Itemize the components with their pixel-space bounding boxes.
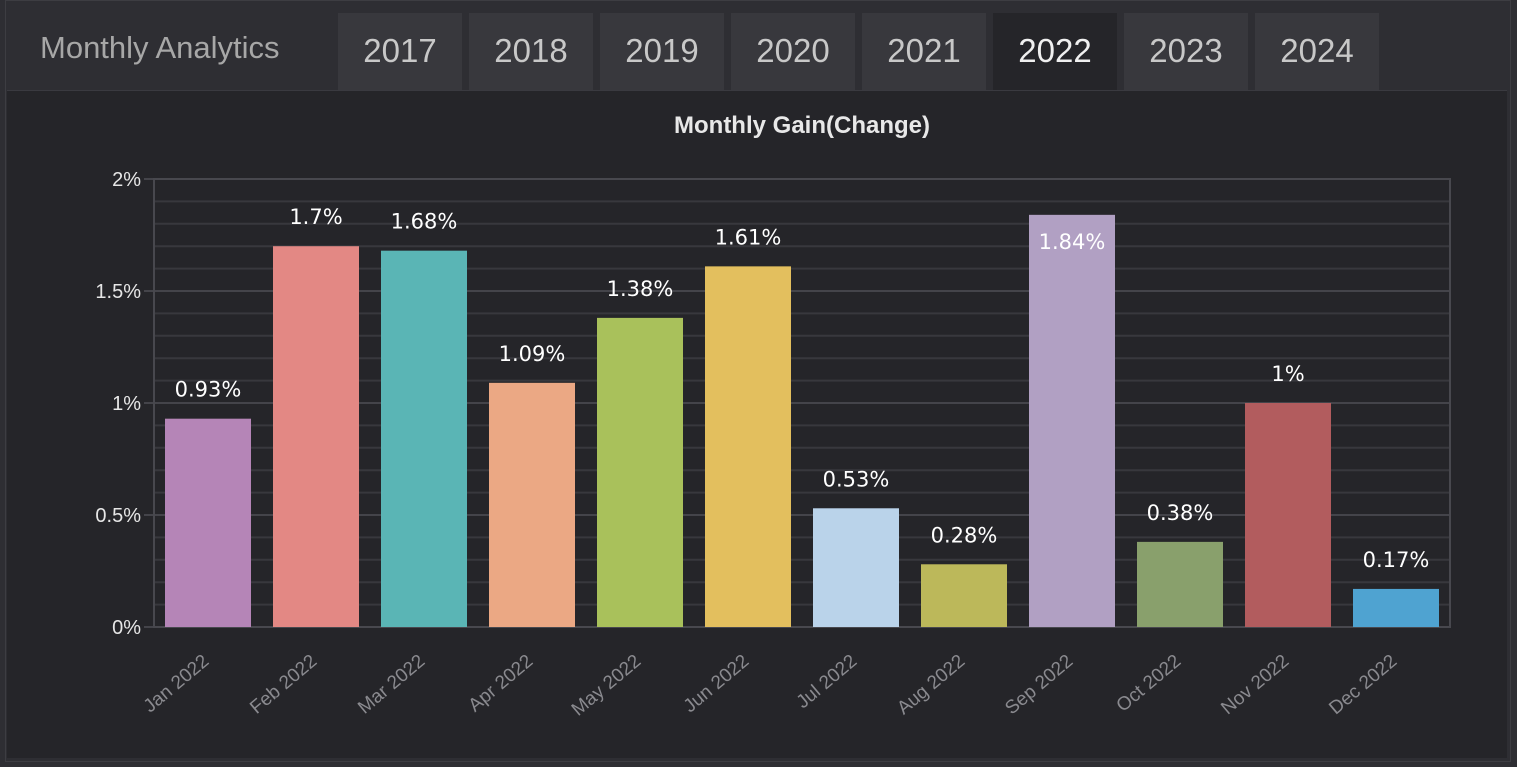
x-tick-label: Dec 2022 [1325,651,1401,719]
data-label: 0.38% [1147,501,1214,525]
bar-may-2022 [597,317,683,627]
data-label: 1.68% [391,210,458,234]
x-tick-label: Jan 2022 [140,651,213,717]
y-tick-label: 2% [112,169,141,191]
tab-2021[interactable]: 2021 [862,13,986,90]
x-tick-label: Jul 2022 [793,651,862,713]
x-tick-label: Apr 2022 [465,651,538,717]
x-tick-label: Mar 2022 [354,651,429,719]
page-title: Monthly Analytics [40,30,280,65]
x-tick-label: May 2022 [568,651,645,721]
bar-nov-2022 [1245,403,1331,627]
x-tick-label: Jun 2022 [680,651,753,717]
bar-sep-2022 [1029,214,1115,627]
bar-aug-2022 [921,564,1007,627]
y-tick-label: 0% [112,617,141,639]
x-tick-label: Sep 2022 [1001,651,1077,719]
chart-title: Monthly Gain(Change) [674,112,930,139]
tab-2024[interactable]: 2024 [1255,13,1379,90]
plot-border [153,178,1451,628]
tab-2018[interactable]: 2018 [469,13,593,90]
data-label: 1.84% [1039,230,1106,254]
tab-bar: Monthly Analytics 2017 2018 2019 2020 20… [0,0,1517,92]
data-label: 1.38% [607,277,674,301]
x-tick-label: Oct 2022 [1113,651,1186,717]
data-label: 1.61% [715,225,782,249]
bar-oct-2022 [1137,541,1223,627]
y-tick-label: 0.5% [95,505,141,527]
tab-2019[interactable]: 2019 [600,13,724,90]
monthly-gain-chart: 0% 0.5% 1% 1.5% 2% Monthly Gain(Change) 0.93% J… [95,112,1451,721]
data-label: 0.28% [931,523,998,547]
x-tick-label: Aug 2022 [893,651,969,719]
tab-2020[interactable]: 2020 [731,13,855,90]
x-tick-label: Nov 2022 [1217,651,1293,719]
data-label: 0.93% [175,378,242,402]
bar-jul-2022 [813,508,899,627]
y-tick-label: 1% [112,393,141,415]
data-label: 0.53% [823,467,890,491]
bar-jun-2022 [705,266,791,627]
chart-panel: 0% 0.5% 1% 1.5% 2% Monthly Gain(Change) 0.93% J… [7,90,1507,758]
data-label: 1% [1271,362,1304,386]
tab-2023[interactable]: 2023 [1124,13,1248,90]
x-tick-label: Feb 2022 [246,651,321,719]
data-label: 1.7% [289,205,342,229]
bar-apr-2022 [489,382,575,627]
bar-jan-2022 [165,418,251,627]
tab-2022[interactable]: 2022 [993,13,1117,92]
tab-2017[interactable]: 2017 [338,13,462,90]
bar-feb-2022 [273,246,359,627]
y-tick-label: 1.5% [95,281,141,303]
data-label: 0.17% [1363,548,1430,572]
bar-dec-2022 [1353,588,1439,627]
data-label: 1.09% [499,342,566,366]
bar-mar-2022 [381,250,467,627]
